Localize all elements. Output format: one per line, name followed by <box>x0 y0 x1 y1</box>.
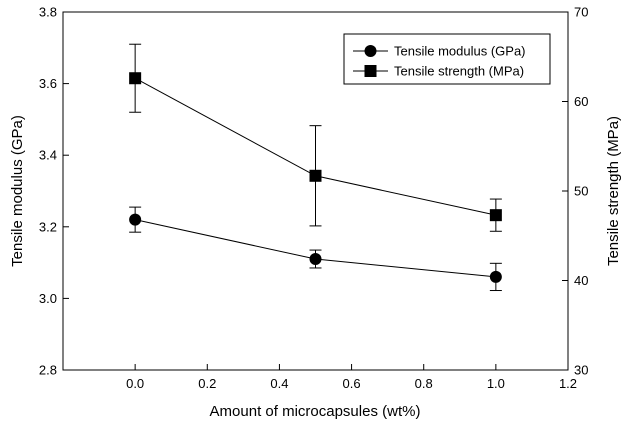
left-y-tick-label: 2.8 <box>39 363 57 378</box>
right-y-tick-label: 50 <box>574 184 588 199</box>
left-y-tick-label: 3.6 <box>39 76 57 91</box>
data-point-circle <box>129 213 142 226</box>
right-y-tick-label: 60 <box>574 94 588 109</box>
x-tick-label: 1.0 <box>487 376 505 391</box>
right-y-tick-label: 70 <box>574 5 588 20</box>
left-y-tick-label: 3.8 <box>39 5 57 20</box>
data-point-square <box>489 209 502 222</box>
x-axis-label: Amount of microcapsules (wt%) <box>210 403 421 420</box>
left-y-tick-label: 3.4 <box>39 148 57 163</box>
right-y-axis-ticks: 30 40 50 60 70 <box>562 5 588 378</box>
data-point-circle <box>489 270 502 283</box>
right-y-tick-label: 30 <box>574 363 588 378</box>
legend-marker-square <box>364 65 377 77</box>
x-tick-label: 0.4 <box>270 376 288 391</box>
x-tick-label: 1.2 <box>559 376 577 391</box>
legend-box <box>343 33 551 85</box>
left-y-tick-label: 3.0 <box>39 291 57 306</box>
x-axis-ticks: 0.0 0.2 0.4 0.6 0.8 1.0 1.2 <box>126 364 577 391</box>
right-y-tick-label: 40 <box>574 273 588 288</box>
data-point-circle <box>309 253 322 266</box>
left-y-axis-label: Tensile modulus (GPa) <box>9 115 26 267</box>
data-point-square <box>129 72 142 85</box>
legend-label-strength: Tensile strength (MPa) <box>394 64 524 79</box>
right-y-axis-label: Tensile strength (MPa) <box>605 116 622 266</box>
left-y-tick-label: 3.2 <box>39 219 57 234</box>
left-y-axis-ticks: 2.8 3.0 3.2 3.4 3.6 3.8 <box>39 5 69 378</box>
series-layer <box>129 43 502 292</box>
x-tick-label: 0.0 <box>126 376 144 391</box>
legend: Tensile modulus (GPa) Tensile strength (… <box>343 33 551 85</box>
legend-marker-circle <box>364 45 377 57</box>
x-tick-label: 0.6 <box>343 376 361 391</box>
x-tick-label: 0.2 <box>198 376 216 391</box>
x-tick-label: 0.8 <box>415 376 433 391</box>
legend-label-modulus: Tensile modulus (GPa) <box>394 44 526 59</box>
data-point-square <box>309 169 322 182</box>
